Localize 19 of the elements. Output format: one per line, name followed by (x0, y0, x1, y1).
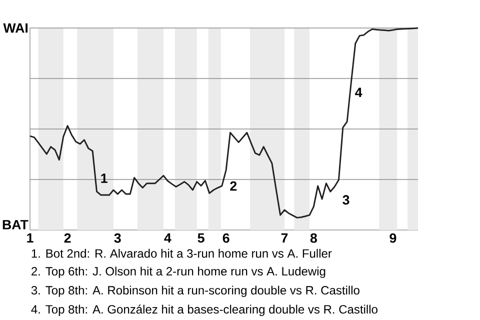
annotation: 1 (101, 174, 108, 183)
x-tick-label: 1 (27, 233, 34, 243)
text: 2. Top 6th: J. Olson hit a 2-run home run vs A. Ludewig (32, 266, 326, 278)
x-tick-label: 2 (64, 233, 71, 243)
text: 3. Top 8th: A. Robinson hit a run-scoring double vs R. Castillo (31, 286, 360, 297)
annotation: 3 (342, 195, 350, 205)
x-tick-label: 6 (222, 233, 230, 243)
annotation: 4 (355, 88, 362, 97)
x-tick-label: 4 (164, 233, 172, 243)
text: 4. Top 8th: A. González hit a bases-clearing double vs R. Castillo (31, 304, 378, 316)
text: 1. Bot 2nd: R. Alvarado hit a 3-run home run vs A. Fuller (32, 248, 332, 258)
x-tick-label: 5 (198, 233, 204, 243)
x-tick-label: 3 (114, 233, 121, 243)
x-tick-label: 8 (310, 233, 317, 243)
annotation: 2 (230, 181, 237, 191)
text: BAT (2, 220, 28, 230)
x-tick-label: 7 (281, 233, 288, 243)
x-tick-label: 9 (390, 233, 396, 243)
text: WAI (3, 23, 28, 33)
